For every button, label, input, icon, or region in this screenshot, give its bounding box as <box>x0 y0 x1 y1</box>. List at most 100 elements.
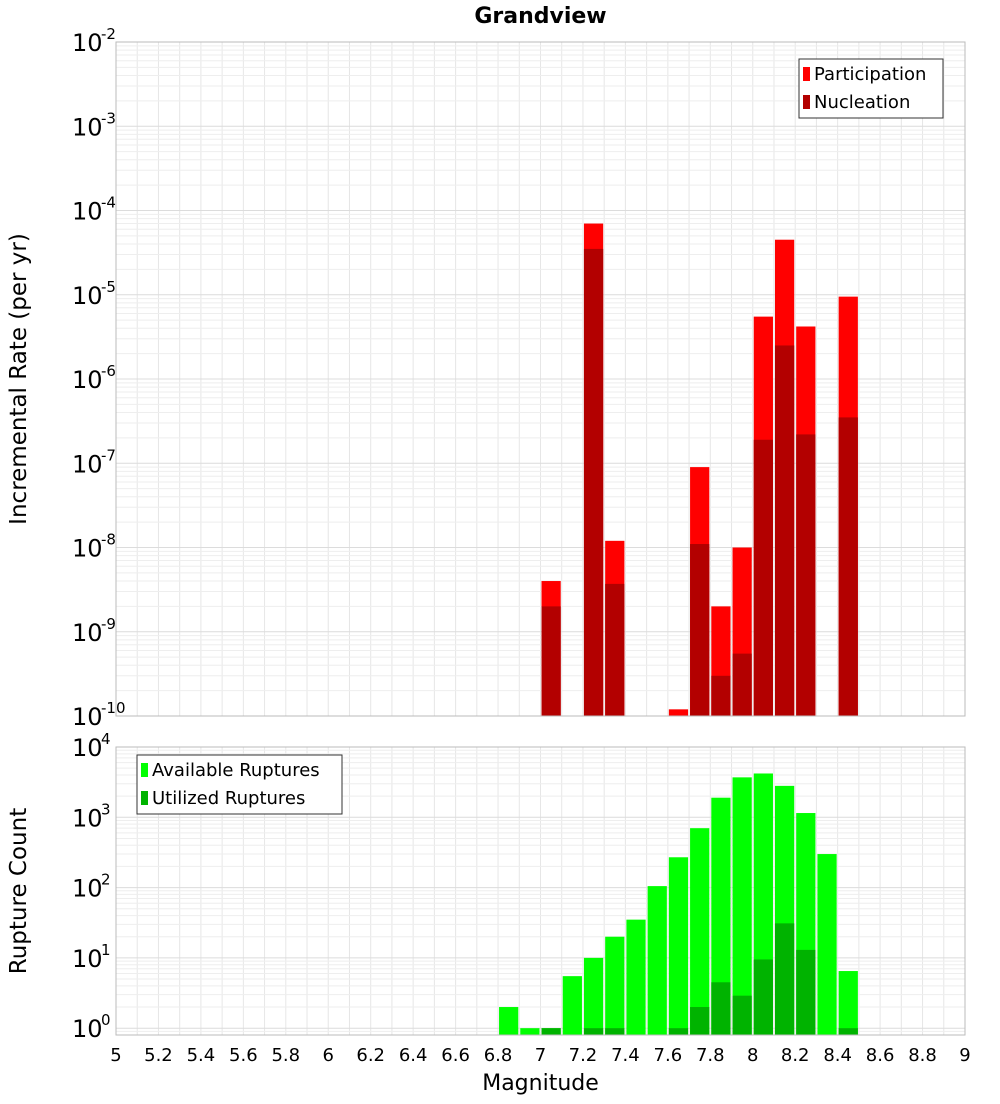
legend-box <box>798 58 944 119</box>
bar-2-4 <box>668 1028 689 1035</box>
y-tick-exponent: -4 <box>101 194 116 212</box>
bar-2-3 <box>605 1028 625 1035</box>
bar-2-8 <box>774 345 795 716</box>
x-tick-label: 8.2 <box>781 1045 810 1066</box>
bar-1-2 <box>520 1028 540 1035</box>
y-axis-label: Incremental Rate (per yr) <box>6 233 32 525</box>
x-tick-label: 5.6 <box>229 1045 258 1066</box>
bar-2-9 <box>774 923 795 1035</box>
y-tick-exponent: -3 <box>101 109 116 127</box>
bar-1-12 <box>732 777 752 1035</box>
x-tick-label: 5.4 <box>187 1045 216 1066</box>
y-tick-label: 10 <box>72 619 103 647</box>
legend: Participation Nucleation <box>798 58 944 119</box>
bar-2-1 <box>541 606 561 716</box>
y-tick-label: 10 <box>72 703 103 731</box>
x-tick-label: 8.6 <box>866 1045 895 1066</box>
y-tick-exponent: 0 <box>101 1011 111 1029</box>
bar-1-4 <box>562 976 582 1035</box>
y-tick-label: 10 <box>72 198 103 226</box>
bar-2-6 <box>732 653 752 716</box>
legend-label-1: Available Ruptures <box>152 760 320 781</box>
legend-swatch-1 <box>141 763 148 777</box>
bar-2-7 <box>732 995 752 1035</box>
y-tick-label: 10 <box>72 29 103 57</box>
y-tick-label: 10 <box>72 535 103 563</box>
y-tick-label: 10 <box>72 875 103 903</box>
y-tick-exponent: -10 <box>101 699 126 717</box>
chart-panel-1: 10-1010-910-810-710-610-510-410-310-2Gra… <box>6 4 966 731</box>
grid-lines <box>115 41 966 717</box>
y-tick-label: 10 <box>72 450 103 478</box>
y-tick-exponent: 1 <box>101 941 111 959</box>
bar-2-2 <box>583 248 604 716</box>
y-axis-label: Rupture Count <box>6 808 32 974</box>
bar-1-9 <box>668 857 689 1035</box>
x-tick-label: 9 <box>959 1045 970 1066</box>
bar-2-5 <box>711 675 731 716</box>
y-tick-label: 10 <box>72 366 103 394</box>
x-tick-label: 7 <box>535 1045 546 1066</box>
bar-1-5 <box>583 957 604 1035</box>
x-tick-label: 8.8 <box>908 1045 937 1066</box>
legend-label-2: Utilized Ruptures <box>152 788 305 809</box>
plot-frame <box>115 746 966 1036</box>
x-tick-label: 6.2 <box>356 1045 385 1066</box>
y-tick-label: 10 <box>72 282 103 310</box>
bar-2-4 <box>690 544 710 716</box>
bar-1-17 <box>838 971 858 1035</box>
series-2 <box>541 923 858 1035</box>
x-tick-label: 7.6 <box>654 1045 683 1066</box>
y-tick-exponent: -2 <box>101 25 116 43</box>
y-tick-exponent: -5 <box>101 278 116 296</box>
x-tick-label: 6.6 <box>441 1045 470 1066</box>
y-tick-exponent: 3 <box>101 800 111 818</box>
x-tick-label: 8 <box>747 1045 758 1066</box>
y-tick-label: 10 <box>72 734 103 762</box>
bar-2-11 <box>838 1028 858 1035</box>
x-tick-label: 7.4 <box>611 1045 640 1066</box>
x-tick-label: 5.2 <box>144 1045 173 1066</box>
y-tick-label: 10 <box>72 804 103 832</box>
legend-label-1: Participation <box>814 64 926 85</box>
bar-2-10 <box>796 949 816 1035</box>
x-tick-label: 5.8 <box>271 1045 300 1066</box>
x-tick-label: 8.4 <box>823 1045 852 1066</box>
x-tick-labels: 5 5.2 5.4 5.6 5.8 6 6.2 6.4 6.6 6.8 7 7.2 7.4 7.6 7.8 8… <box>110 1045 970 1066</box>
legend-swatch-2 <box>803 95 810 109</box>
bar-1-8 <box>647 886 667 1035</box>
x-axis-label: Magnitude <box>482 1071 599 1096</box>
series-2 <box>541 248 858 716</box>
y-tick-exponent: 2 <box>101 871 111 889</box>
y-tick-label: 10 <box>72 1015 103 1043</box>
legend-label-2: Nucleation <box>814 92 910 113</box>
x-tick-label: 6.8 <box>484 1045 513 1066</box>
y-tick-exponent: 4 <box>101 730 111 748</box>
legend-box <box>136 754 343 815</box>
bar-2-3 <box>605 583 625 716</box>
bar-1-4 <box>668 709 689 716</box>
bar-1-10 <box>690 828 710 1035</box>
bar-2-7 <box>753 439 773 716</box>
bar-2-10 <box>838 417 858 716</box>
x-tick-label: 7.2 <box>569 1045 598 1066</box>
bar-1-11 <box>711 797 731 1035</box>
bar-2-2 <box>583 1028 604 1035</box>
legend: Available Ruptures Utilized Ruptures <box>136 754 343 815</box>
x-tick-label: 7.8 <box>696 1045 725 1066</box>
bar-1-16 <box>817 854 837 1035</box>
chart-title: Grandview <box>474 4 606 29</box>
y-tick-label: 10 <box>72 945 103 973</box>
legend-swatch-2 <box>141 791 148 805</box>
legend-swatch-1 <box>803 67 810 81</box>
bar-2-6 <box>711 982 731 1035</box>
bar-2-5 <box>690 1007 710 1035</box>
x-tick-label: 5 <box>110 1045 121 1066</box>
bar-2-1 <box>541 1028 561 1035</box>
x-tick-label: 6 <box>323 1045 334 1066</box>
bar-1-1 <box>499 1007 519 1035</box>
